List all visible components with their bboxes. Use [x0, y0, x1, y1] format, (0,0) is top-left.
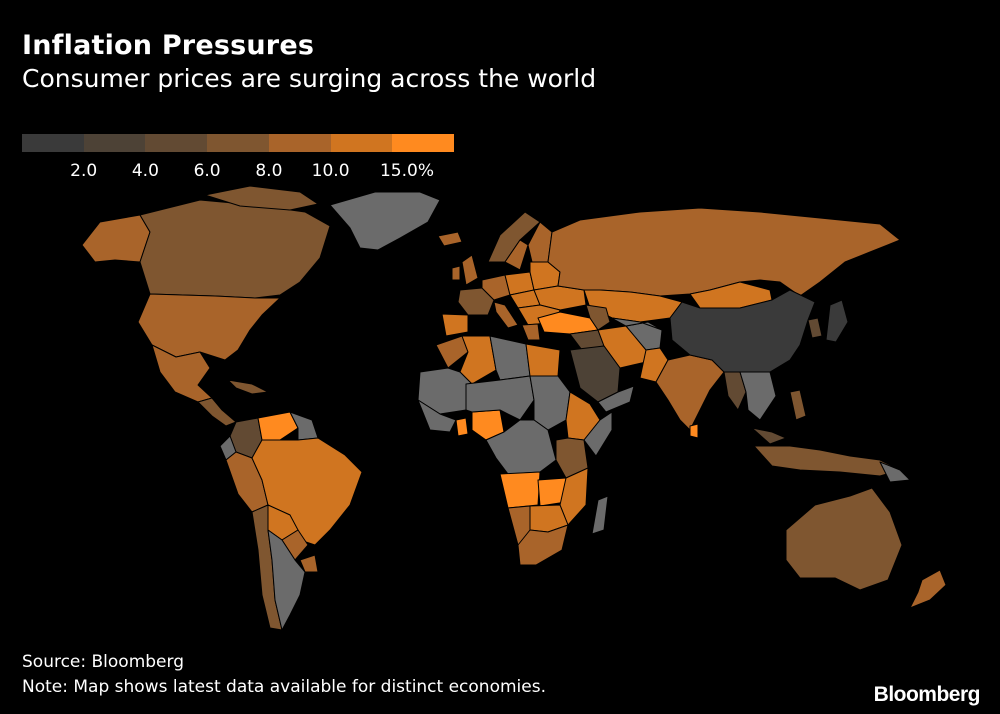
legend-swatch	[22, 134, 84, 152]
region-somalia	[583, 411, 613, 457]
region-ireland	[451, 265, 461, 281]
region-new-zealand	[909, 569, 947, 609]
region-arctic-islands	[204, 185, 319, 211]
region-mozambique	[559, 467, 589, 526]
legend-swatch	[207, 134, 269, 152]
region-canada	[139, 199, 331, 299]
legend-color-bar	[22, 134, 455, 152]
region-alaska	[81, 214, 151, 263]
legend-tick-label: 6.0	[193, 161, 221, 181]
region-china	[669, 289, 816, 373]
region-angola	[499, 471, 541, 509]
footnote: Note: Map shows latest data available fo…	[22, 677, 546, 697]
region-yemen-oman	[597, 385, 635, 413]
region-argentina	[267, 529, 306, 631]
region-caucasus	[585, 304, 611, 331]
region-west-africa-coast	[417, 399, 457, 433]
region-korea	[807, 317, 823, 339]
region-iberia	[441, 313, 469, 337]
region-uruguay	[299, 554, 319, 573]
legend-tick-label: 2.0	[70, 161, 98, 181]
region-caribbean	[227, 379, 269, 395]
legend-swatch	[330, 134, 393, 152]
legend-tick-label: 15.0%	[379, 161, 435, 181]
region-madagascar	[591, 495, 609, 535]
region-sri-lanka	[689, 423, 699, 439]
legend-swatch	[145, 134, 208, 152]
region-brazil	[251, 437, 363, 546]
region-malaysia	[751, 427, 787, 445]
region-india	[655, 354, 725, 431]
region-uk	[461, 254, 479, 286]
region-central-asia	[607, 315, 663, 331]
legend-tick-label: 8.0	[255, 161, 283, 181]
bloomberg-logo: Bloomberg	[873, 683, 981, 706]
region-italy	[493, 301, 519, 329]
chart-subtitle: Consumer prices are surging across the w…	[22, 64, 597, 93]
region-australia	[785, 487, 903, 591]
region-greenland	[329, 191, 441, 251]
legend-tick-label: 4.0	[131, 161, 159, 181]
region-egypt	[525, 343, 561, 377]
region-mexico	[151, 344, 213, 403]
world-choropleth-map	[81, 185, 947, 631]
region-russia	[547, 207, 901, 297]
legend-swatch	[392, 134, 455, 152]
region-sudan	[529, 375, 571, 431]
region-iceland	[437, 231, 463, 247]
region-central-africa	[485, 419, 557, 475]
region-greece	[521, 323, 541, 341]
chart-title: Inflation Pressures	[22, 30, 315, 61]
legend-swatch	[268, 134, 331, 152]
region-japan	[825, 299, 849, 343]
region-ghana	[455, 417, 469, 437]
legend-swatch	[83, 134, 146, 152]
region-philippines	[789, 389, 807, 421]
region-indochina	[739, 371, 777, 421]
region-south-africa	[517, 524, 569, 566]
source-note: Source: Bloomberg	[22, 652, 184, 672]
region-myanmar	[723, 371, 747, 411]
region-central-america	[197, 397, 237, 427]
region-libya	[489, 335, 531, 381]
region-indonesia	[753, 445, 901, 477]
region-benelux-germany	[481, 274, 511, 301]
color-legend: 2.0 4.0 6.0 8.0 10.0 15.0%	[22, 134, 455, 182]
legend-tick-label: 10.0	[311, 161, 350, 181]
region-png	[879, 461, 911, 483]
region-venezuela	[257, 411, 299, 441]
